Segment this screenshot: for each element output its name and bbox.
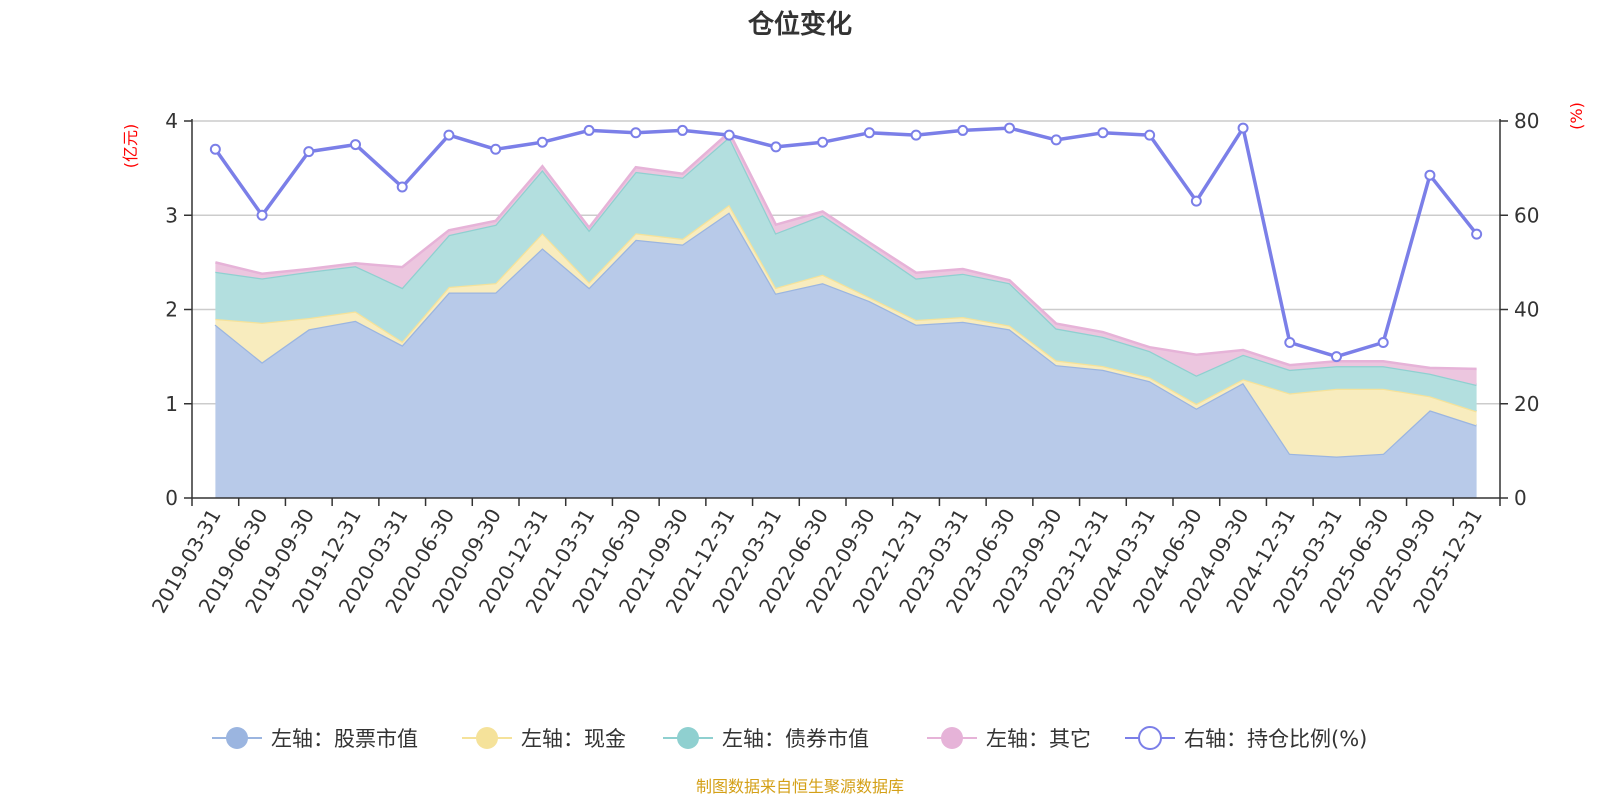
line-point: [1097, 127, 1109, 139]
line-point: [256, 209, 268, 221]
line-point: [490, 143, 502, 155]
area-左轴：股票市值: [215, 212, 1477, 498]
line-point: [1190, 195, 1202, 207]
legend-marker: [677, 727, 699, 749]
line-series-position-ratio: [213, 126, 1478, 359]
legend-marker: [476, 727, 498, 749]
legend-label: 左轴：股票市值: [271, 727, 418, 751]
left-axis-tick-label: 3: [165, 203, 178, 227]
line-point: [396, 181, 408, 193]
area-左轴：债券市值: [215, 137, 1477, 412]
line-point: [1237, 122, 1249, 134]
line-point: [863, 127, 875, 139]
line-point: [443, 129, 455, 141]
line-point: [1377, 336, 1389, 348]
line-point: [1144, 129, 1156, 141]
line-point: [723, 129, 735, 141]
line-point: [1004, 122, 1015, 134]
line-point: [209, 143, 221, 155]
line-point: [1050, 134, 1062, 146]
line-point: [957, 124, 969, 136]
legend-marker: [226, 727, 248, 749]
right-axis-tick-label: 20: [1514, 392, 1539, 416]
area-左轴：现金: [215, 204, 1477, 457]
left-axis-tick-label: 4: [165, 109, 178, 133]
legend-marker: [1138, 726, 1162, 750]
line-point: [630, 127, 642, 139]
line-point: [770, 141, 782, 153]
area-edge-左轴：其它: [215, 130, 1477, 371]
line-point: [817, 136, 829, 148]
right-axis-tick-label: 60: [1514, 203, 1539, 227]
legend-marker: [941, 727, 963, 749]
right-axis-tick-label: 80: [1514, 109, 1539, 133]
line-point: [1331, 351, 1342, 363]
line-point: [1471, 228, 1483, 240]
right-axis-tick-label: 0: [1514, 486, 1527, 510]
line-point: [583, 124, 595, 136]
line-point: [536, 136, 548, 148]
line-point: [350, 139, 361, 151]
right-axis-unit: (%): [1567, 102, 1586, 130]
line-point: [677, 124, 688, 136]
legend-label: 左轴：债券市值: [722, 727, 869, 751]
line-point: [303, 146, 315, 158]
source-note: 制图数据来自恒生聚源数据库: [696, 777, 904, 796]
left-axis-unit: (亿元): [121, 124, 140, 169]
line-point: [910, 129, 922, 141]
line-point: [1284, 336, 1296, 348]
left-axis-tick-label: 0: [165, 486, 178, 510]
left-axis-tick-label: 1: [165, 392, 178, 416]
legend-label: 左轴：现金: [521, 727, 626, 751]
left-axis-tick-label: 2: [165, 298, 178, 322]
legend-label: 左轴：其它: [986, 727, 1091, 751]
line-point: [1424, 169, 1436, 181]
chart-title: 仓位变化: [747, 9, 852, 40]
legend-label: 右轴：持仓比例(%): [1184, 727, 1367, 751]
right-axis-tick-label: 40: [1514, 298, 1539, 322]
